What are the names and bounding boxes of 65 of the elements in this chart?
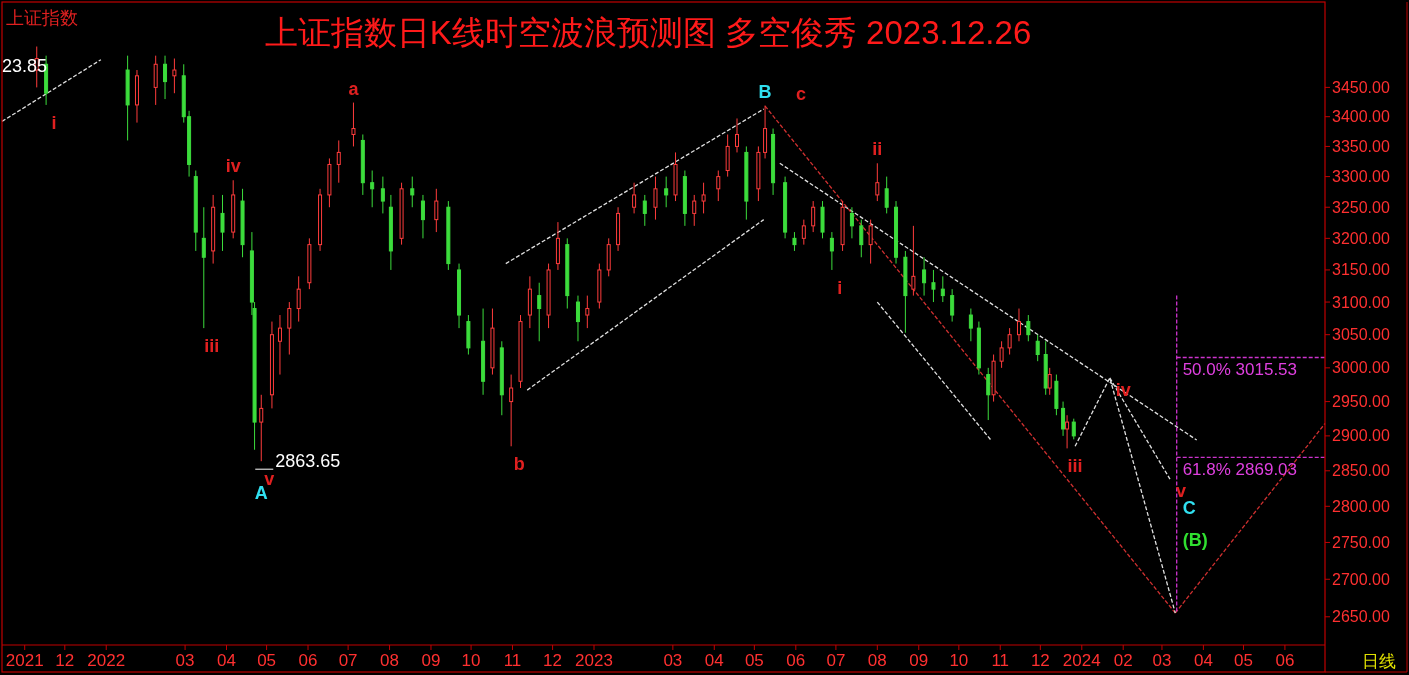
- x-tick-label: 12: [543, 650, 563, 670]
- annotation: iii: [1067, 456, 1083, 477]
- y-tick-label: 3400.00: [1332, 108, 1390, 126]
- y-tick-label: 3250.00: [1332, 198, 1390, 216]
- x-tick-label: 03: [175, 650, 195, 670]
- y-tick-label: 3200.00: [1332, 229, 1390, 247]
- x-tick-label: 11: [503, 650, 522, 670]
- y-tick-label: 3150.00: [1332, 261, 1390, 279]
- y-tick-label: 3100.00: [1332, 293, 1390, 311]
- x-tick-label: 2021: [5, 650, 44, 670]
- annotation: 2863.65: [275, 451, 341, 472]
- annotation: iv: [225, 156, 241, 177]
- x-tick-label: 2024: [1062, 650, 1101, 670]
- chart-title: 上证指数日K线时空波浪预测图 多空俊秀 2023.12.26: [264, 14, 1032, 51]
- x-tick-label: 02: [1113, 650, 1133, 670]
- y-tick-label: 2900.00: [1332, 427, 1390, 445]
- annotation: c: [796, 83, 807, 104]
- x-tick-label: 11: [991, 650, 1010, 670]
- x-tick-label: 08: [867, 650, 887, 670]
- y-tick-label: 2950.00: [1332, 393, 1390, 411]
- x-tick-label: 2022: [87, 650, 126, 670]
- annotation: b: [513, 454, 525, 475]
- y-tick-label: 2700.00: [1332, 570, 1390, 588]
- y-tick-label: 2800.00: [1332, 497, 1390, 515]
- x-tick-label: 07: [826, 650, 846, 670]
- annotation: iv: [1115, 379, 1131, 400]
- x-tick-label: 04: [704, 650, 724, 670]
- y-tick-label: 2850.00: [1332, 462, 1390, 480]
- x-tick-label: 12: [55, 650, 75, 670]
- y-tick-label: 3300.00: [1332, 168, 1390, 186]
- x-tick-label: 05: [744, 650, 764, 670]
- y-tick-label: 3000.00: [1332, 359, 1390, 377]
- annotation: i: [837, 277, 843, 298]
- x-tick-label: 12: [1030, 650, 1050, 670]
- y-tick-label: 3350.00: [1332, 137, 1390, 155]
- annotation: i: [51, 112, 57, 133]
- chart-subtitle: 上证指数: [6, 8, 78, 28]
- x-tick-label: 06: [298, 650, 318, 670]
- x-tick-label: 06: [786, 650, 806, 670]
- x-tick-label: 08: [380, 650, 400, 670]
- y-tick-label: 3050.00: [1332, 326, 1390, 344]
- x-tick-label: 03: [1152, 650, 1172, 670]
- x-tick-label: 06: [1275, 650, 1295, 670]
- x-tick-label: 05: [257, 650, 277, 670]
- text: 日线: [1362, 651, 1396, 671]
- annotation: a: [348, 78, 360, 99]
- x-tick-label: 2023: [575, 650, 613, 670]
- x-tick-label: 04: [1193, 650, 1213, 670]
- annotation: B: [758, 81, 772, 102]
- x-tick-label: 05: [1234, 650, 1253, 670]
- annotation: 61.8% 2869.03: [1182, 459, 1298, 479]
- y-tick-label: 3450.00: [1332, 78, 1390, 96]
- annotation: (B): [1182, 529, 1208, 550]
- y-tick-label: 2750.00: [1332, 533, 1390, 551]
- y-tick-label: 2650.00: [1332, 608, 1390, 626]
- x-tick-label: 03: [663, 650, 683, 670]
- annotation: ii: [872, 139, 883, 160]
- annotation: 50.0% 3015.53: [1182, 359, 1298, 379]
- x-tick-label: 07: [338, 650, 358, 670]
- x-tick-label: 09: [421, 650, 441, 670]
- x-tick-label: 10: [461, 650, 481, 670]
- x-tick-label: 04: [217, 650, 236, 670]
- x-tick-label: 10: [949, 650, 969, 670]
- x-tick-label: 09: [909, 650, 929, 670]
- annotation: iii: [204, 336, 220, 357]
